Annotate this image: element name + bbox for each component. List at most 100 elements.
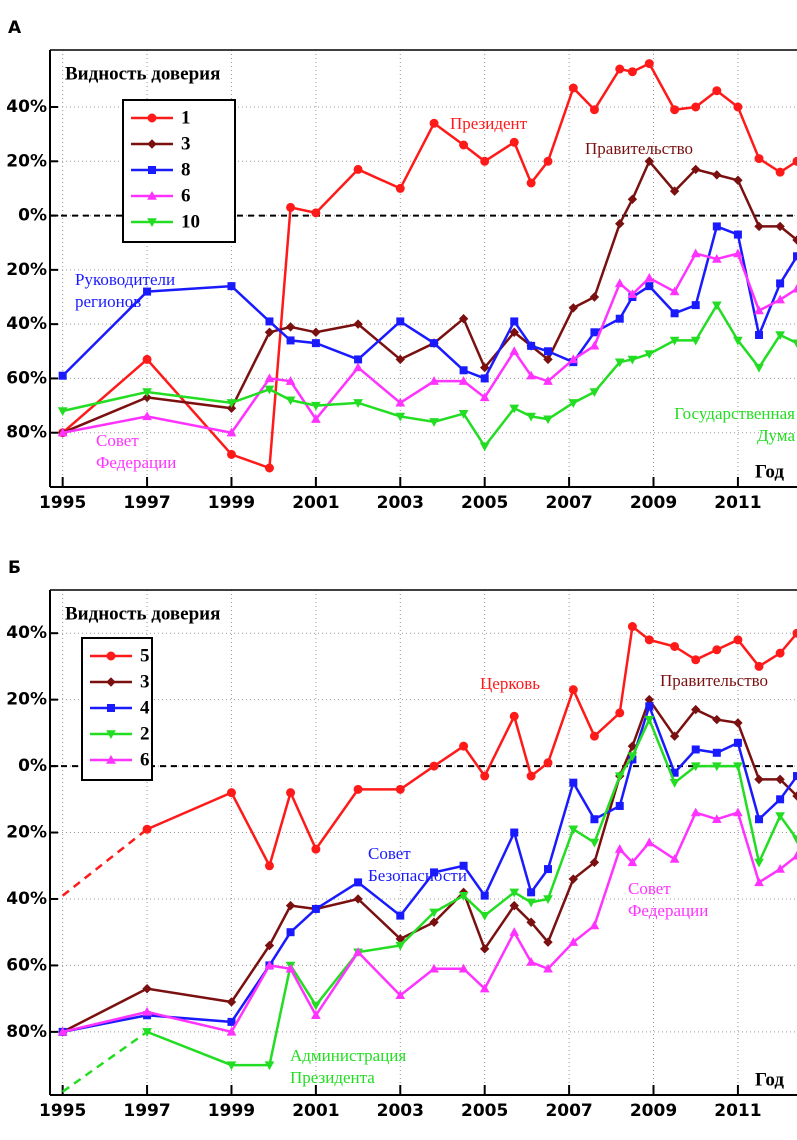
annotation: Президента	[290, 1068, 375, 1087]
point	[57, 427, 68, 437]
point	[479, 442, 490, 452]
point	[733, 230, 742, 239]
point	[590, 815, 599, 824]
point	[644, 350, 655, 360]
point	[354, 878, 363, 887]
point	[459, 741, 469, 751]
legend-label: 2	[140, 723, 150, 744]
point	[353, 362, 363, 372]
point	[669, 778, 680, 788]
point	[395, 784, 405, 794]
series-line	[61, 224, 797, 380]
point	[264, 463, 274, 473]
point	[792, 850, 797, 860]
series-line	[146, 716, 797, 1067]
x-tick-label: 2011	[714, 1101, 761, 1121]
x-tick-label: 2007	[545, 493, 592, 513]
annotation: Совет	[96, 431, 139, 450]
point	[733, 718, 743, 728]
point	[792, 235, 797, 245]
point	[142, 983, 152, 994]
point	[527, 341, 536, 350]
point	[733, 336, 743, 346]
point	[627, 355, 638, 365]
point	[353, 894, 363, 904]
point	[669, 336, 680, 346]
point	[479, 362, 490, 373]
point	[142, 392, 152, 403]
point	[353, 784, 363, 794]
y-tick-label: 40%	[6, 314, 47, 334]
point	[712, 222, 721, 231]
point	[458, 376, 469, 385]
x-axis-label: Год	[755, 1069, 784, 1090]
annotation: регионов	[75, 292, 141, 311]
x-tick-label: 2009	[630, 493, 677, 513]
point	[226, 427, 237, 437]
point	[614, 278, 625, 288]
point	[775, 864, 785, 873]
point	[286, 336, 295, 345]
point	[311, 1010, 321, 1019]
point	[733, 102, 743, 112]
point	[568, 825, 579, 835]
legend-marker	[147, 218, 157, 228]
x-axis-label: Год	[755, 461, 784, 482]
plot-area	[57, 622, 797, 1093]
annotation: Администрация	[290, 1046, 406, 1065]
point	[311, 844, 321, 854]
point	[395, 990, 406, 1000]
point	[691, 745, 700, 754]
point	[590, 328, 599, 337]
point	[458, 410, 469, 419]
x-tick-label: 2003	[377, 493, 424, 513]
point	[669, 854, 680, 863]
panel-label: Б	[8, 558, 21, 578]
point	[644, 715, 655, 725]
point	[286, 928, 295, 937]
series-line	[61, 828, 148, 897]
point	[353, 319, 363, 329]
legend-label: 1	[181, 107, 191, 128]
point	[792, 283, 797, 293]
point	[285, 963, 296, 973]
point	[526, 898, 536, 908]
x-tick-label: 2001	[292, 1101, 339, 1121]
series-line	[61, 1030, 148, 1093]
series-line	[62, 302, 797, 449]
point	[627, 289, 638, 298]
point	[793, 772, 797, 781]
point	[754, 661, 764, 671]
point	[712, 86, 722, 96]
point	[644, 156, 654, 166]
annotation: Правительство	[585, 139, 693, 158]
point	[429, 963, 439, 973]
point	[711, 762, 722, 772]
point	[286, 202, 296, 212]
annotation: Совет	[628, 879, 671, 898]
point	[226, 399, 237, 408]
point	[264, 861, 274, 871]
legend-marker	[106, 730, 116, 740]
point	[480, 891, 489, 900]
series-line	[62, 811, 797, 1034]
point	[589, 388, 600, 398]
point	[589, 838, 600, 848]
point	[691, 102, 701, 112]
point	[755, 815, 764, 824]
point	[792, 835, 797, 845]
point	[311, 339, 320, 348]
point	[311, 904, 320, 913]
point	[589, 857, 600, 868]
point	[543, 156, 553, 166]
legend-marker	[106, 651, 116, 661]
point	[526, 957, 536, 966]
point	[543, 758, 553, 768]
point	[509, 327, 519, 337]
point	[568, 83, 578, 93]
x-tick-label: 2009	[630, 1101, 677, 1121]
annotation: Президент	[450, 114, 528, 133]
x-tick-label: 1997	[123, 493, 170, 513]
point	[526, 771, 536, 781]
